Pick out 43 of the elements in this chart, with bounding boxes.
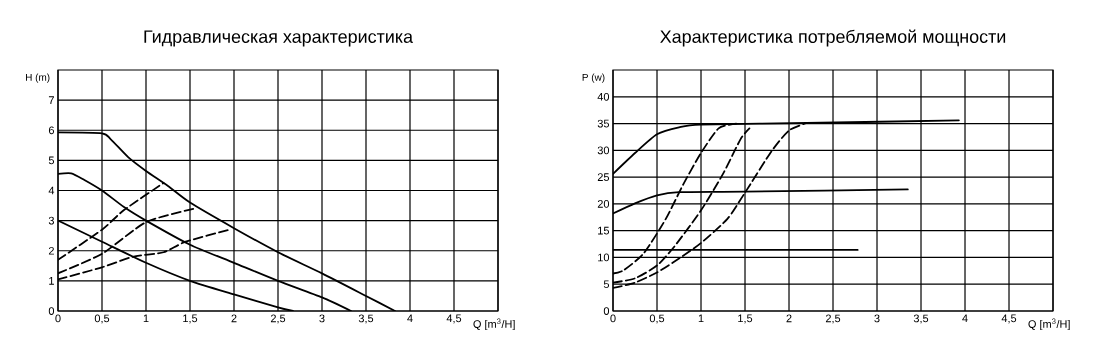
x-tick-label: 0: [55, 314, 61, 323]
x-tick-label: 1,5: [183, 314, 198, 324]
x-tick-label: 3,5: [358, 314, 374, 324]
x-tick-label: 0,5: [94, 314, 110, 324]
x-tick-label: 0: [610, 314, 616, 323]
y-tick-label: 1: [49, 277, 54, 285]
x-tick-label: 4: [407, 314, 413, 323]
y-tick-label: 0: [48, 307, 55, 315]
x-tick-label: 3: [319, 314, 325, 323]
y-tick-label: 0: [603, 307, 610, 315]
x-tick-label: 4,5: [1001, 314, 1017, 324]
x-tick-label: 2,5: [270, 314, 286, 324]
x-tick-label: 0,5: [649, 314, 665, 324]
x-tick-label: 2,5: [825, 314, 841, 324]
chart-title: Гидравлическая характеристика: [144, 30, 414, 47]
x-tick-label: 2: [231, 314, 237, 323]
y-tick-label: 25: [597, 173, 610, 181]
y-tick-label: 10: [598, 253, 610, 262]
y-axis-title: P (w): [582, 73, 605, 83]
y-tick-label: 35: [597, 119, 610, 128]
y-tick-label: 5: [48, 156, 55, 165]
x-tick-label: 1: [698, 314, 704, 323]
chart-title: Характеристика потребляемой мощности: [660, 29, 1006, 47]
x-tick-label: 4: [962, 314, 968, 323]
y-tick-label: 2: [48, 246, 54, 255]
y-tick-label: 20: [597, 200, 610, 208]
x-tick-label: 3,5: [913, 314, 929, 324]
y-axis-title: H (m): [26, 73, 50, 83]
y-tick-label: 6: [48, 126, 54, 135]
x-tick-label: 1: [143, 314, 149, 323]
x-tick-label: 2: [786, 314, 792, 323]
y-tick-label: 5: [603, 280, 610, 289]
x-tick-label: 4,5: [446, 314, 462, 324]
x-tick-label: 1,5: [738, 314, 753, 324]
y-tick-label: 4: [48, 186, 55, 195]
x-tick-label: 3: [874, 314, 880, 323]
x-axis-title: Q [m$^{3}$/H]: [473, 318, 515, 331]
x-axis-title: Q [m$^{3}$/H]: [1028, 318, 1070, 331]
y-tick-label: 40: [597, 92, 610, 101]
y-tick-label: 15: [598, 226, 610, 235]
y-tick-label: 3: [48, 216, 54, 225]
y-tick-label: 7: [48, 96, 54, 104]
y-tick-label: 30: [597, 146, 610, 155]
